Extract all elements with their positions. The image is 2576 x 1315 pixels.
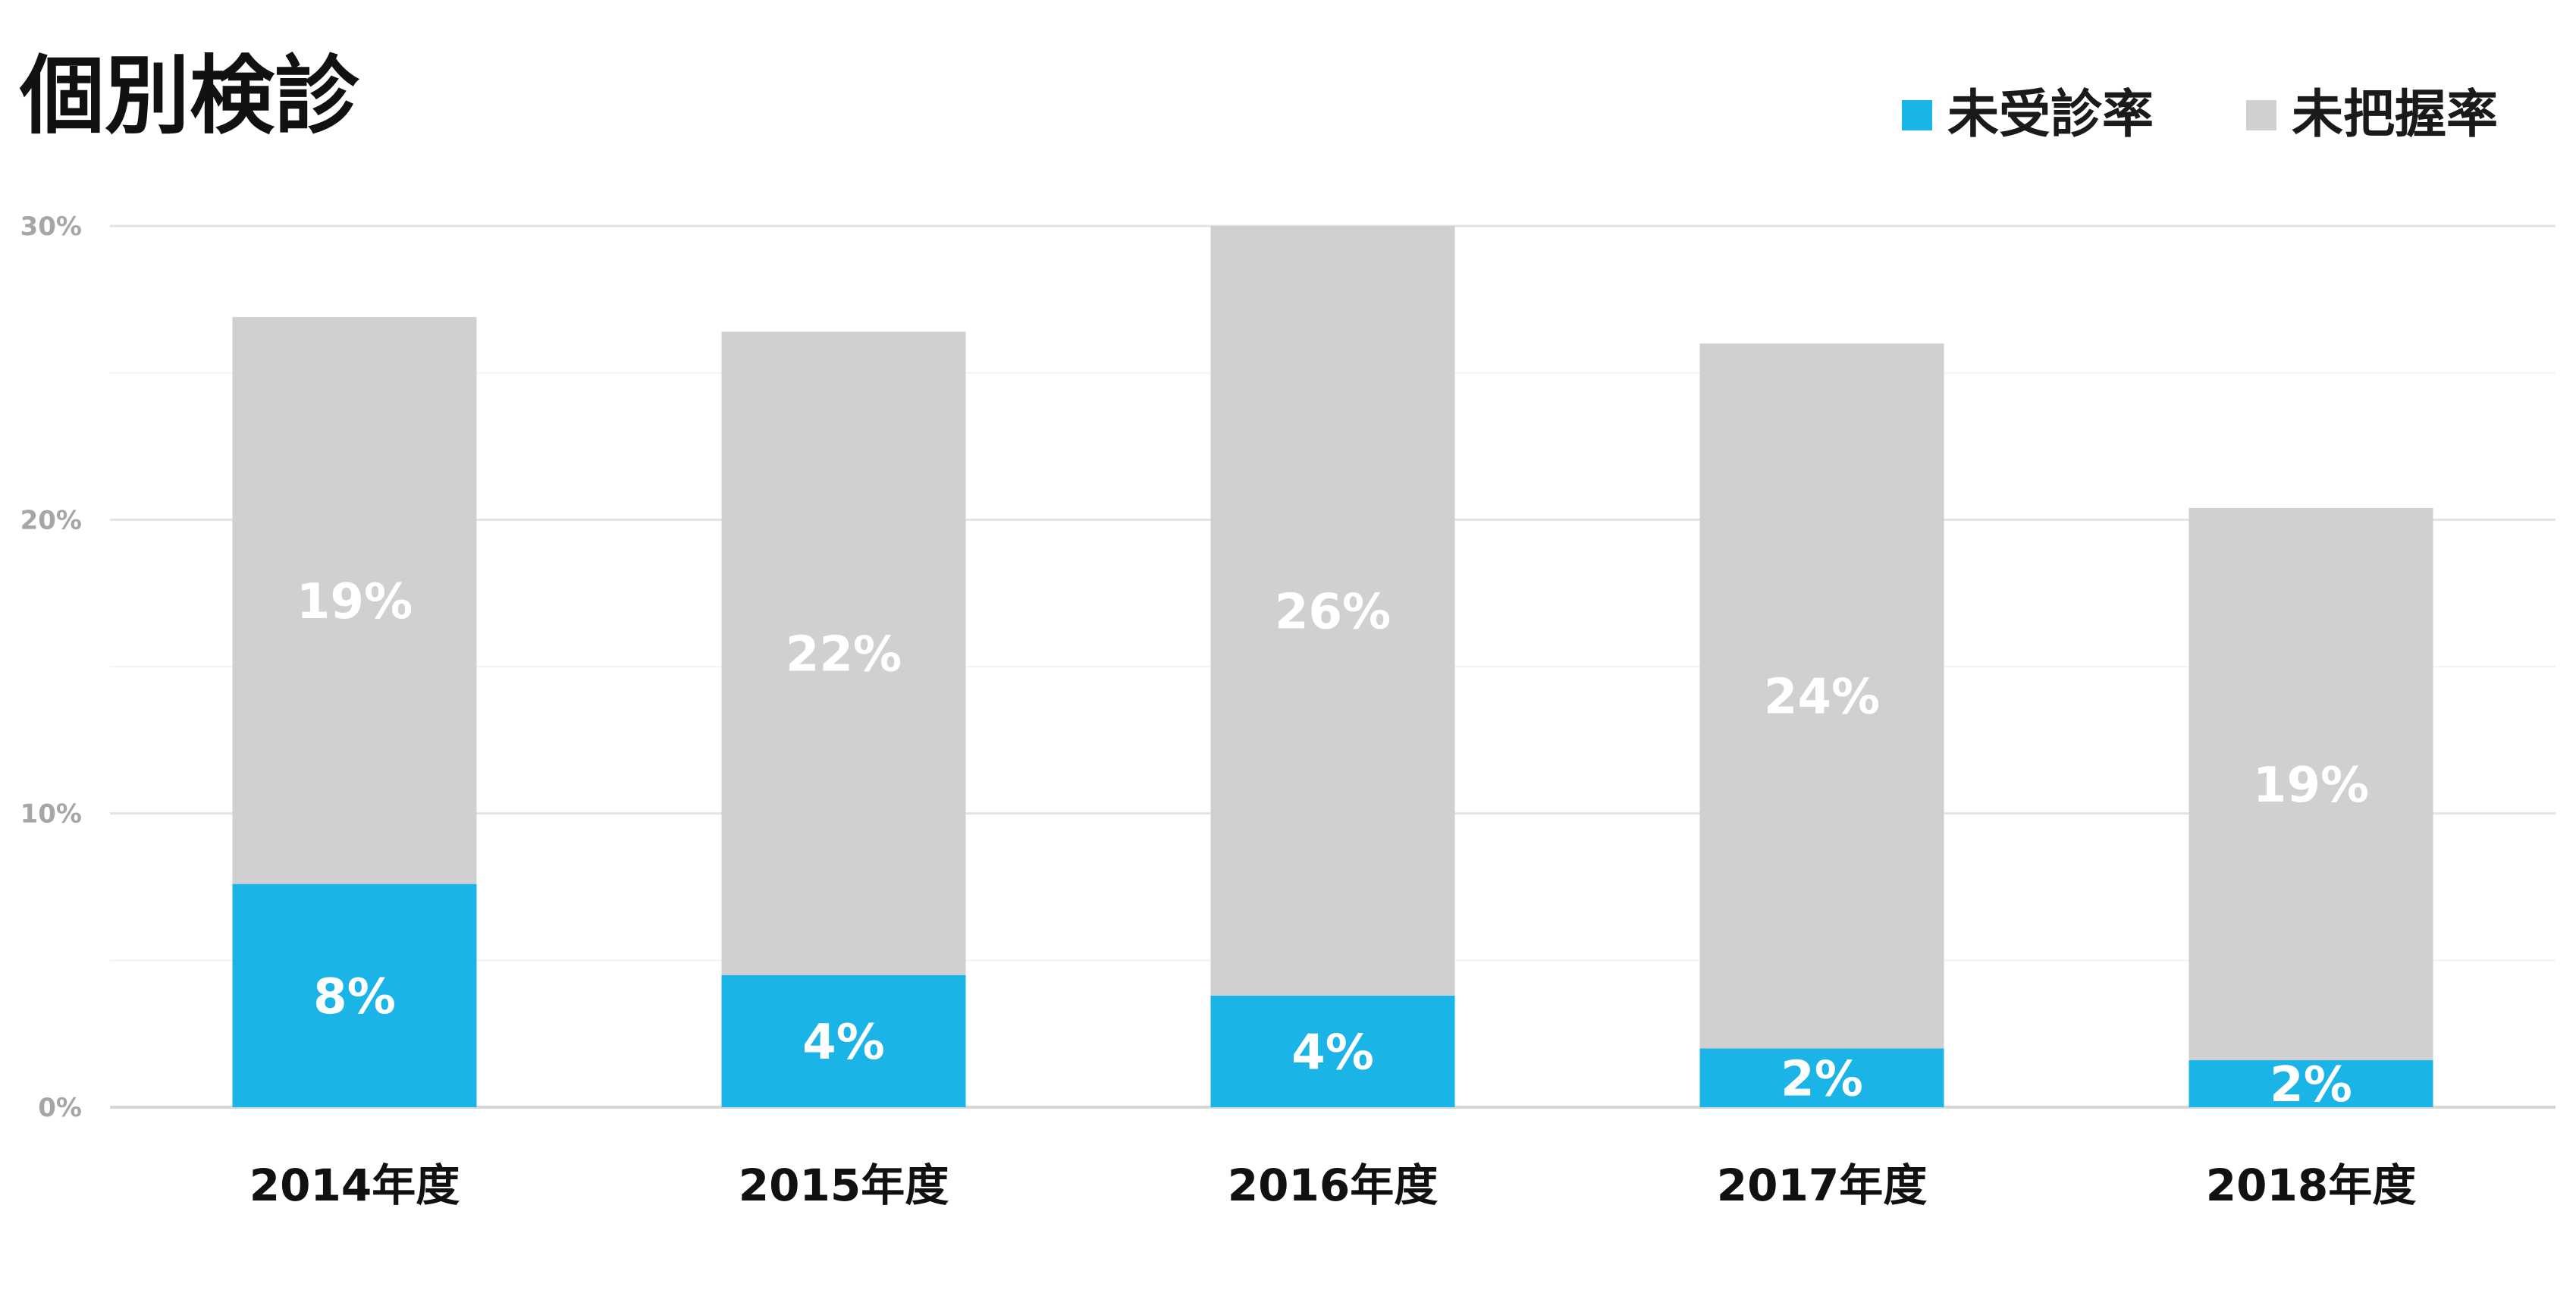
bar-data-label: 2% [2270,1057,2352,1113]
bar-segment-unscreened [721,974,966,1107]
legend: 未受診率 未把握率 [1902,85,2498,145]
legend-swatch [2246,100,2276,130]
legend-label: 未受診率 [1947,85,2154,145]
bar-data-label: 19% [297,574,413,630]
y-axis-ticks: 0% 10% 20% 30% [20,212,82,1123]
bar-data-label: 2% [1781,1051,1863,1107]
bar-segment-unscreened [1699,1048,1944,1107]
x-tick-label: 2016年度 [1228,1160,1438,1211]
y-tick-label: 30% [20,212,82,242]
chart-title: 個別検診 [19,47,360,146]
bar-segment-unknown [721,331,966,975]
x-tick-label: 2014年度 [249,1160,460,1211]
bar-segment-unknown [232,317,477,884]
bar-data-label: 26% [1275,584,1391,640]
y-tick-label: 0% [38,1093,82,1123]
bar-segment-unscreened [1210,995,1455,1107]
bar-segment-unknown [1699,343,1944,1049]
bar-segment-unknown [2189,507,2433,1061]
bar-data-label: 4% [802,1015,885,1071]
x-tick-label: 2017年度 [1717,1160,1927,1211]
legend-swatch [1902,100,1932,130]
x-tick-label: 2018年度 [2206,1160,2416,1211]
y-tick-label: 20% [20,505,82,535]
bar-segment-unscreened [2189,1060,2433,1107]
x-tick-label: 2015年度 [739,1160,949,1211]
bars: 8% 19% 4% 22% 4% 26% 2% 24% 2% 19% [232,226,2433,1113]
bar-data-label: 22% [786,627,902,683]
bar-data-label: 8% [313,969,396,1025]
bar-data-label: 4% [1291,1025,1374,1081]
bar-segment-unknown [1210,226,1455,996]
x-axis-ticks: 2014年度 2015年度 2016年度 2017年度 2018年度 [249,1160,2416,1211]
bar-segment-unscreened [232,883,477,1107]
bar-data-label: 19% [2253,758,2369,814]
legend-label: 未把握率 [2292,85,2498,145]
bar-data-label: 24% [1764,670,1880,726]
y-tick-label: 10% [20,799,82,830]
